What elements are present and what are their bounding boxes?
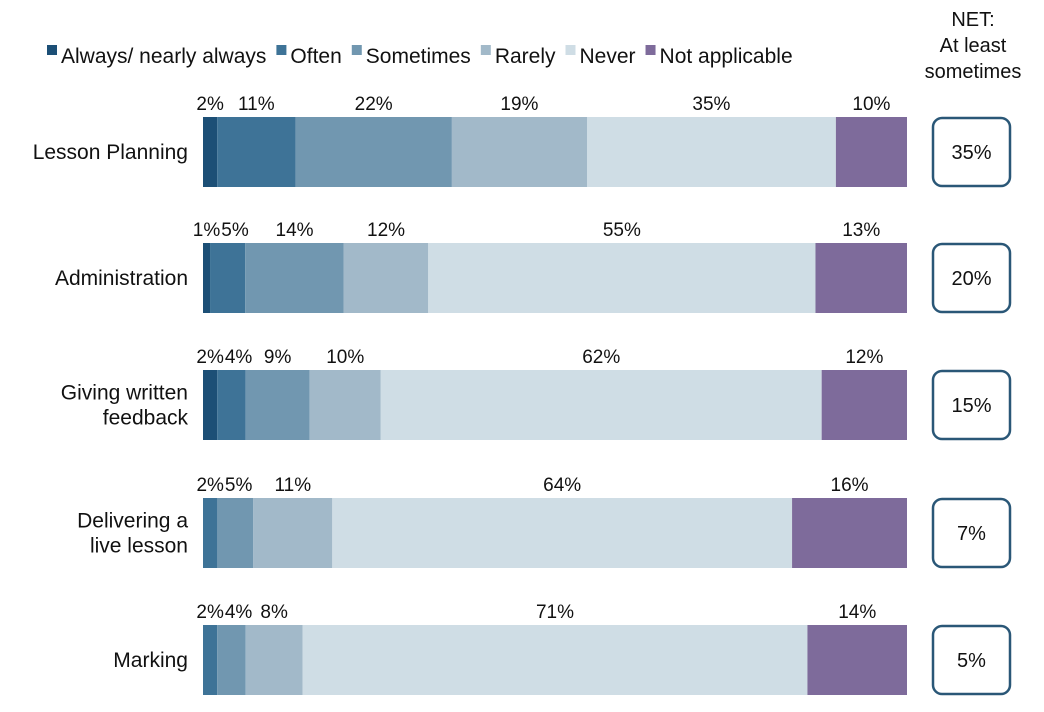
bar-rows: Lesson Planning 2% 11% 22% 19% 35% 10% 35% Admin… — [33, 94, 1012, 696]
net-value: 7% — [957, 523, 986, 545]
category-label: Giving written — [61, 382, 188, 405]
bar-segment-always-nearly-always — [203, 243, 211, 313]
bar-segment-rarely — [309, 370, 381, 440]
bar-segment-sometimes — [217, 498, 254, 568]
data-label: 16% — [831, 475, 869, 496]
bar-segment-never — [428, 243, 816, 313]
data-label: 1% — [193, 220, 221, 241]
net-box — [931, 242, 1012, 314]
net-title-line: sometimes — [925, 61, 1022, 83]
bar-segment-sometimes — [245, 243, 344, 313]
net-title-line: At least — [940, 35, 1007, 57]
bar-segment-not-applicable — [815, 243, 907, 313]
bar-segment-often — [203, 498, 218, 568]
bar-segment-often — [217, 370, 246, 440]
data-label: 22% — [355, 94, 393, 115]
data-label: 10% — [852, 94, 890, 115]
data-label: 64% — [543, 475, 581, 496]
data-label: 12% — [367, 220, 405, 241]
legend-swatch-never — [565, 45, 576, 55]
legend-label-rarely: Rarely — [495, 45, 556, 68]
bar-segment-not-applicable — [807, 625, 907, 695]
data-label: 11% — [238, 94, 275, 115]
bar-segment-never — [302, 625, 808, 695]
category-label: feedback — [103, 407, 189, 430]
data-label: 35% — [692, 94, 730, 115]
data-label: 2% — [196, 602, 224, 623]
category-label: Delivering a — [77, 510, 188, 533]
category-label: Lesson Planning — [33, 141, 188, 164]
bar-segment-sometimes — [217, 625, 246, 695]
bar-segment-sometimes — [245, 370, 310, 440]
bar-segment-rarely — [451, 117, 587, 187]
net-box — [931, 497, 1012, 569]
bar-row: Lesson Planning 2% 11% 22% 19% 35% 10% 35% — [33, 94, 1012, 188]
bar-segment-often — [210, 243, 246, 313]
bar-segment-not-applicable — [792, 498, 907, 568]
data-label: 5% — [221, 220, 249, 241]
data-label: 2% — [196, 94, 224, 115]
data-label: 62% — [582, 347, 620, 368]
net-title: NET: At least sometimes — [925, 9, 1022, 83]
data-label: 55% — [603, 220, 641, 241]
data-label: 2% — [196, 347, 224, 368]
net-title-line: NET: — [951, 9, 994, 31]
bar-row: Marking 2% 4% 8% 71% 14% 5% — [113, 602, 1012, 696]
bar-segment-not-applicable — [835, 117, 907, 187]
data-label: 2% — [196, 475, 224, 496]
bar-segment-never — [587, 117, 836, 187]
net-box — [931, 116, 1012, 188]
bar-row: Administration 1% 5% 14% 12% 55% 13% 20% — [55, 220, 1012, 314]
legend-swatch-always-nearly-always — [47, 45, 57, 55]
net-value: 5% — [957, 650, 986, 672]
legend-label-often: Often — [290, 45, 341, 68]
category-label: live lesson — [90, 535, 188, 558]
data-label: 14% — [838, 602, 876, 623]
bar-segment-rarely — [343, 243, 429, 313]
legend-label-sometimes: Sometimes — [366, 45, 471, 68]
data-label: 11% — [274, 475, 311, 496]
legend-label-always-nearly-always: Always/ nearly always — [61, 45, 266, 68]
data-label: 12% — [845, 347, 883, 368]
legend-swatch-not-applicable — [645, 45, 656, 55]
net-value: 20% — [951, 268, 991, 290]
data-label: 13% — [842, 220, 880, 241]
data-label: 4% — [225, 602, 253, 623]
bar-segment-rarely — [245, 625, 303, 695]
legend-label-never: Never — [580, 45, 636, 68]
bar-segment-often — [217, 117, 296, 187]
category-label: Administration — [55, 267, 188, 290]
net-value: 15% — [951, 395, 991, 417]
data-label: 5% — [225, 475, 253, 496]
bar-segment-always-nearly-always — [203, 370, 218, 440]
legend-swatch-sometimes — [351, 45, 362, 55]
category-label: Marking — [113, 649, 188, 672]
data-label: 4% — [225, 347, 253, 368]
legend-swatch-rarely — [480, 45, 491, 55]
bar-segment-rarely — [253, 498, 333, 568]
legend-swatch-often — [276, 45, 287, 55]
bar-segment-sometimes — [295, 117, 452, 187]
net-value: 35% — [951, 142, 991, 164]
net-box — [931, 369, 1012, 441]
net-box — [931, 624, 1012, 696]
data-label: 9% — [264, 347, 292, 368]
bar-segment-often — [203, 625, 218, 695]
data-label: 14% — [276, 220, 314, 241]
data-label: 10% — [326, 347, 364, 368]
data-label: 19% — [500, 94, 538, 115]
legend-label-not-applicable: Not applicable — [660, 45, 793, 68]
legend: Always/ nearly always Often Sometimes Rarel… — [47, 45, 793, 68]
bar-segment-never — [332, 498, 793, 568]
bar-segment-never — [380, 370, 822, 440]
bar-segment-not-applicable — [821, 370, 907, 440]
data-label: 8% — [260, 602, 288, 623]
data-label: 71% — [536, 602, 574, 623]
bar-segment-always-nearly-always — [203, 117, 218, 187]
